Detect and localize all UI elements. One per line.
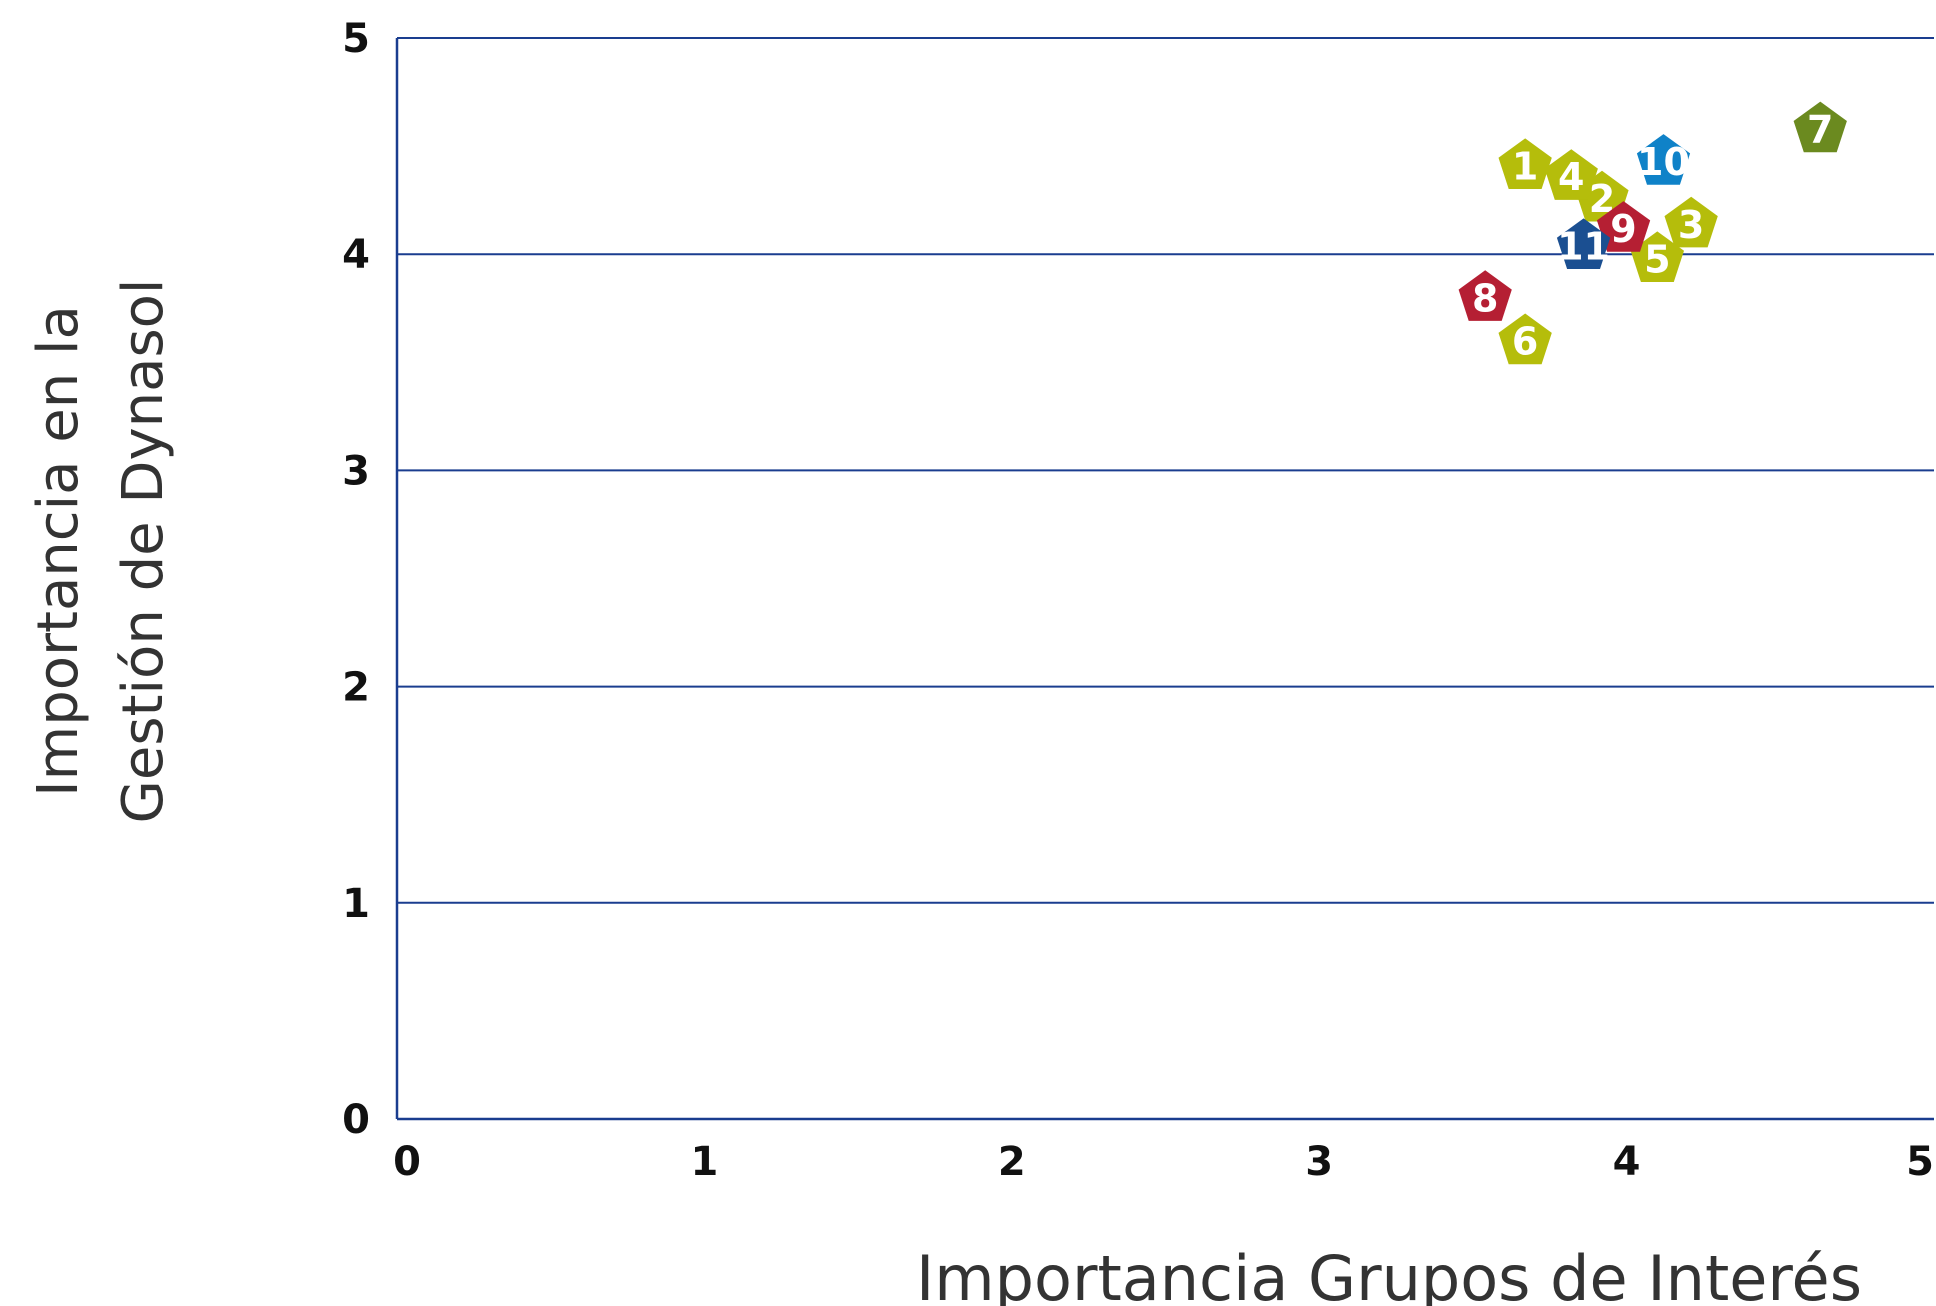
y-tick-label: 4 bbox=[342, 232, 370, 278]
point-marker bbox=[1664, 196, 1718, 248]
data-point-6: 6 bbox=[1498, 313, 1552, 365]
data-point-7: 7 bbox=[1793, 101, 1847, 153]
x-tick-label: 0 bbox=[393, 1139, 421, 1185]
point-label: 11 bbox=[1557, 224, 1610, 268]
y-axis-title-line2: Gestión de Dynasol bbox=[111, 279, 176, 824]
y-tick-labels: 0 1 2 3 4 5 bbox=[342, 16, 370, 1143]
point-marker bbox=[1556, 218, 1611, 269]
x-tick-label: 4 bbox=[1613, 1139, 1641, 1185]
x-tick-label: 5 bbox=[1906, 1139, 1934, 1185]
x-tick-label: 3 bbox=[1305, 1139, 1333, 1185]
point-label: 6 bbox=[1512, 320, 1538, 364]
point-label: 3 bbox=[1678, 203, 1704, 247]
x-tick-label: 1 bbox=[690, 1139, 718, 1185]
point-label: 5 bbox=[1644, 237, 1670, 281]
x-axis-title: Importancia Grupos de Interés bbox=[916, 1242, 1862, 1306]
data-point-1: 1 bbox=[1498, 138, 1552, 189]
y-tick-label: 2 bbox=[342, 665, 370, 711]
axes bbox=[395, 38, 1934, 1121]
data-point-11: 11 bbox=[1556, 218, 1611, 269]
data-point-10: 10 bbox=[1636, 134, 1691, 185]
point-label: 9 bbox=[1610, 207, 1636, 251]
y-axis-title-line1: Importancia en la bbox=[26, 305, 91, 797]
data-point-5: 5 bbox=[1630, 231, 1684, 282]
x-tick-label: 2 bbox=[998, 1139, 1026, 1185]
data-point-9: 9 bbox=[1596, 201, 1651, 252]
data-point-3: 3 bbox=[1664, 196, 1718, 248]
y-tick-label: 3 bbox=[342, 448, 370, 494]
point-marker bbox=[1544, 149, 1598, 200]
point-label: 1 bbox=[1512, 144, 1538, 188]
point-marker bbox=[1458, 270, 1512, 321]
point-marker bbox=[1793, 101, 1847, 153]
point-marker bbox=[1630, 231, 1684, 282]
point-marker bbox=[1596, 201, 1651, 252]
point-label: 7 bbox=[1807, 108, 1833, 152]
point-marker bbox=[1498, 138, 1552, 189]
point-label: 10 bbox=[1637, 140, 1690, 184]
point-label: 8 bbox=[1472, 276, 1498, 320]
data-point-8: 8 bbox=[1458, 270, 1512, 321]
point-marker bbox=[1636, 134, 1691, 185]
y-tick-label: 1 bbox=[342, 881, 370, 927]
grid-lines bbox=[397, 37, 1934, 904]
point-marker bbox=[1498, 313, 1552, 365]
point-label: 4 bbox=[1558, 155, 1584, 199]
x-tick-labels: 0 1 2 3 4 5 bbox=[393, 1139, 1934, 1185]
y-tick-label: 5 bbox=[342, 16, 370, 62]
y-tick-label: 0 bbox=[342, 1097, 370, 1143]
data-point-4: 4 bbox=[1544, 149, 1598, 200]
